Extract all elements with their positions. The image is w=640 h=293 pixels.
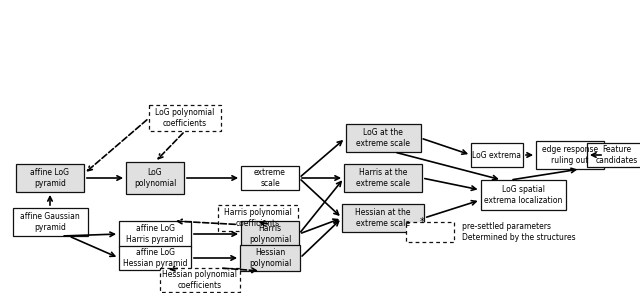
FancyBboxPatch shape — [344, 164, 422, 192]
FancyBboxPatch shape — [160, 268, 240, 292]
Text: LoG at the
extreme scale: LoG at the extreme scale — [356, 128, 410, 148]
FancyBboxPatch shape — [346, 124, 420, 152]
Text: LoG polynomial
coefficients: LoG polynomial coefficients — [156, 108, 214, 128]
FancyBboxPatch shape — [119, 246, 191, 270]
Text: affine LoG
Hessian pyramid: affine LoG Hessian pyramid — [123, 248, 188, 268]
FancyBboxPatch shape — [149, 105, 221, 131]
Text: Harris at the
extreme scale: Harris at the extreme scale — [356, 168, 410, 188]
FancyBboxPatch shape — [119, 221, 191, 247]
Text: affine LoG
pyramid: affine LoG pyramid — [31, 168, 70, 188]
Text: Harris
polynomial: Harris polynomial — [249, 224, 291, 244]
Text: LoG extrema: LoG extrema — [472, 151, 522, 159]
FancyBboxPatch shape — [13, 208, 88, 236]
Text: Harris polynomial
coefficients: Harris polynomial coefficients — [224, 208, 292, 228]
Text: extreme
scale: extreme scale — [254, 168, 286, 188]
FancyBboxPatch shape — [240, 245, 300, 271]
FancyBboxPatch shape — [481, 180, 566, 210]
Text: affine Gaussian
pyramid: affine Gaussian pyramid — [20, 212, 80, 232]
Text: Hessian at the
extreme scale: Hessian at the extreme scale — [355, 208, 411, 228]
FancyBboxPatch shape — [241, 166, 299, 190]
FancyBboxPatch shape — [16, 164, 84, 192]
Text: pre-settled parameters
Determined by the structures: pre-settled parameters Determined by the… — [462, 222, 575, 242]
Text: affine LoG
Harris pyramid: affine LoG Harris pyramid — [126, 224, 184, 244]
FancyBboxPatch shape — [342, 204, 424, 232]
FancyBboxPatch shape — [241, 221, 299, 247]
FancyBboxPatch shape — [126, 162, 184, 194]
FancyBboxPatch shape — [536, 141, 604, 169]
Text: Hessian polynomial
coefficients: Hessian polynomial coefficients — [163, 270, 237, 290]
Text: Feature
candidates: Feature candidates — [596, 145, 638, 165]
FancyBboxPatch shape — [218, 205, 298, 231]
Text: *: * — [420, 217, 424, 227]
Text: LoG
polynomial: LoG polynomial — [134, 168, 176, 188]
FancyBboxPatch shape — [406, 222, 454, 242]
FancyBboxPatch shape — [471, 143, 523, 167]
Text: LoG spatial
extrema localization: LoG spatial extrema localization — [484, 185, 562, 205]
Text: Hessian
polynomial: Hessian polynomial — [249, 248, 291, 268]
Text: edge response
ruling out: edge response ruling out — [542, 145, 598, 165]
FancyBboxPatch shape — [587, 143, 640, 167]
